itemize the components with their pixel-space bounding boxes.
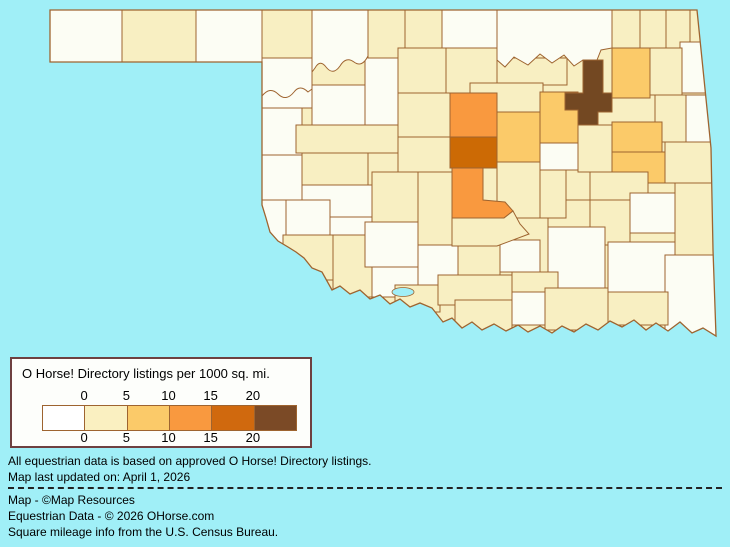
county-lincoln: [496, 111, 541, 163]
legend-tick: 20: [245, 430, 261, 445]
county-wagoner: [611, 121, 663, 153]
county-jackson: [282, 234, 336, 281]
county-woodward: [311, 84, 369, 126]
county-tulsa: [564, 59, 613, 126]
footer-note-last-updated: Map last updated on: April 1, 2026: [8, 470, 191, 484]
county-garvin: [457, 244, 501, 276]
county-adair: [685, 94, 716, 143]
county-grant: [404, 10, 443, 49]
legend-tick: 10: [161, 388, 176, 403]
county-texas: [121, 10, 197, 63]
legend-tick: 15: [203, 388, 218, 403]
county-beaver: [195, 10, 263, 63]
county-woods: [311, 10, 369, 74]
legend-swatch-10-15: [168, 406, 212, 430]
legend-tick: 0: [80, 388, 88, 403]
county-rogers: [611, 47, 651, 99]
county-bryan: [544, 287, 609, 331]
county-garfield: [397, 47, 447, 94]
county-delaware: [679, 41, 716, 94]
county-major: [364, 54, 399, 126]
county-kingfisher: [397, 92, 451, 138]
legend-swatch-0: [43, 406, 85, 430]
legend-tick: 20: [245, 388, 261, 403]
county-nowata: [639, 10, 667, 49]
legend-tick: 5: [122, 430, 130, 445]
dashed-divider: [8, 487, 722, 489]
legend-swatch-0-5: [84, 406, 127, 430]
legend-ticks-bottom: 0 5 10 15 20: [12, 430, 310, 446]
county-grady: [417, 171, 453, 246]
lake: [391, 287, 415, 297]
county-ottawa: [689, 10, 716, 43]
oklahoma-county-map: [49, 9, 717, 338]
legend-ticks-top: 0 5 10 15 20: [12, 388, 310, 404]
county-kay: [441, 10, 498, 49]
county-logan: [449, 92, 498, 138]
footer-credit-equestrian-data: Equestrian Data - © 2026 OHorse.com: [8, 509, 215, 523]
county-choctaw: [607, 291, 669, 326]
county-oklahoma: [449, 136, 498, 169]
county-mcclain: [451, 210, 530, 247]
legend-tick: 0: [80, 430, 88, 445]
county-cimarron: [50, 10, 123, 63]
county-dewey: [295, 124, 399, 154]
county-custer: [301, 152, 373, 186]
footer-credit-map: Map - ©Map Resources: [8, 493, 135, 507]
footer-credit-census: Square mileage info from the U.S. Census…: [8, 525, 279, 539]
legend: O Horse! Directory listings per 1000 sq.…: [10, 357, 312, 448]
legend-color-ramp: [42, 405, 297, 431]
legend-swatch-20+: [253, 406, 296, 430]
county-beckham: [261, 154, 303, 201]
state-outline: [49, 9, 717, 338]
county-osage: [496, 10, 613, 68]
footer-note-data-source: All equestrian data is based on approved…: [8, 454, 372, 468]
river-boundary: [261, 87, 313, 98]
county-okmulgee: [577, 124, 613, 173]
county-latimer: [629, 192, 676, 234]
legend-swatch-15-20: [211, 406, 254, 430]
legend-tick: 15: [203, 430, 218, 445]
legend-title: O Horse! Directory listings per 1000 sq.…: [22, 366, 270, 381]
county-ellis: [261, 57, 313, 109]
legend-tick: 5: [122, 388, 130, 403]
county-sequoyah: [664, 141, 716, 184]
county-caddo: [371, 171, 419, 223]
county-mayes: [649, 47, 683, 96]
county-comanche: [364, 221, 419, 268]
county-mccurtain: [664, 254, 716, 336]
legend-tick: 10: [161, 430, 176, 445]
county-le-flore: [674, 182, 716, 261]
county-marshall: [511, 291, 546, 326]
county-canadian: [397, 136, 453, 173]
county-harper: [261, 10, 313, 59]
legend-swatch-5-10: [126, 406, 169, 430]
county-seminole: [539, 169, 567, 219]
